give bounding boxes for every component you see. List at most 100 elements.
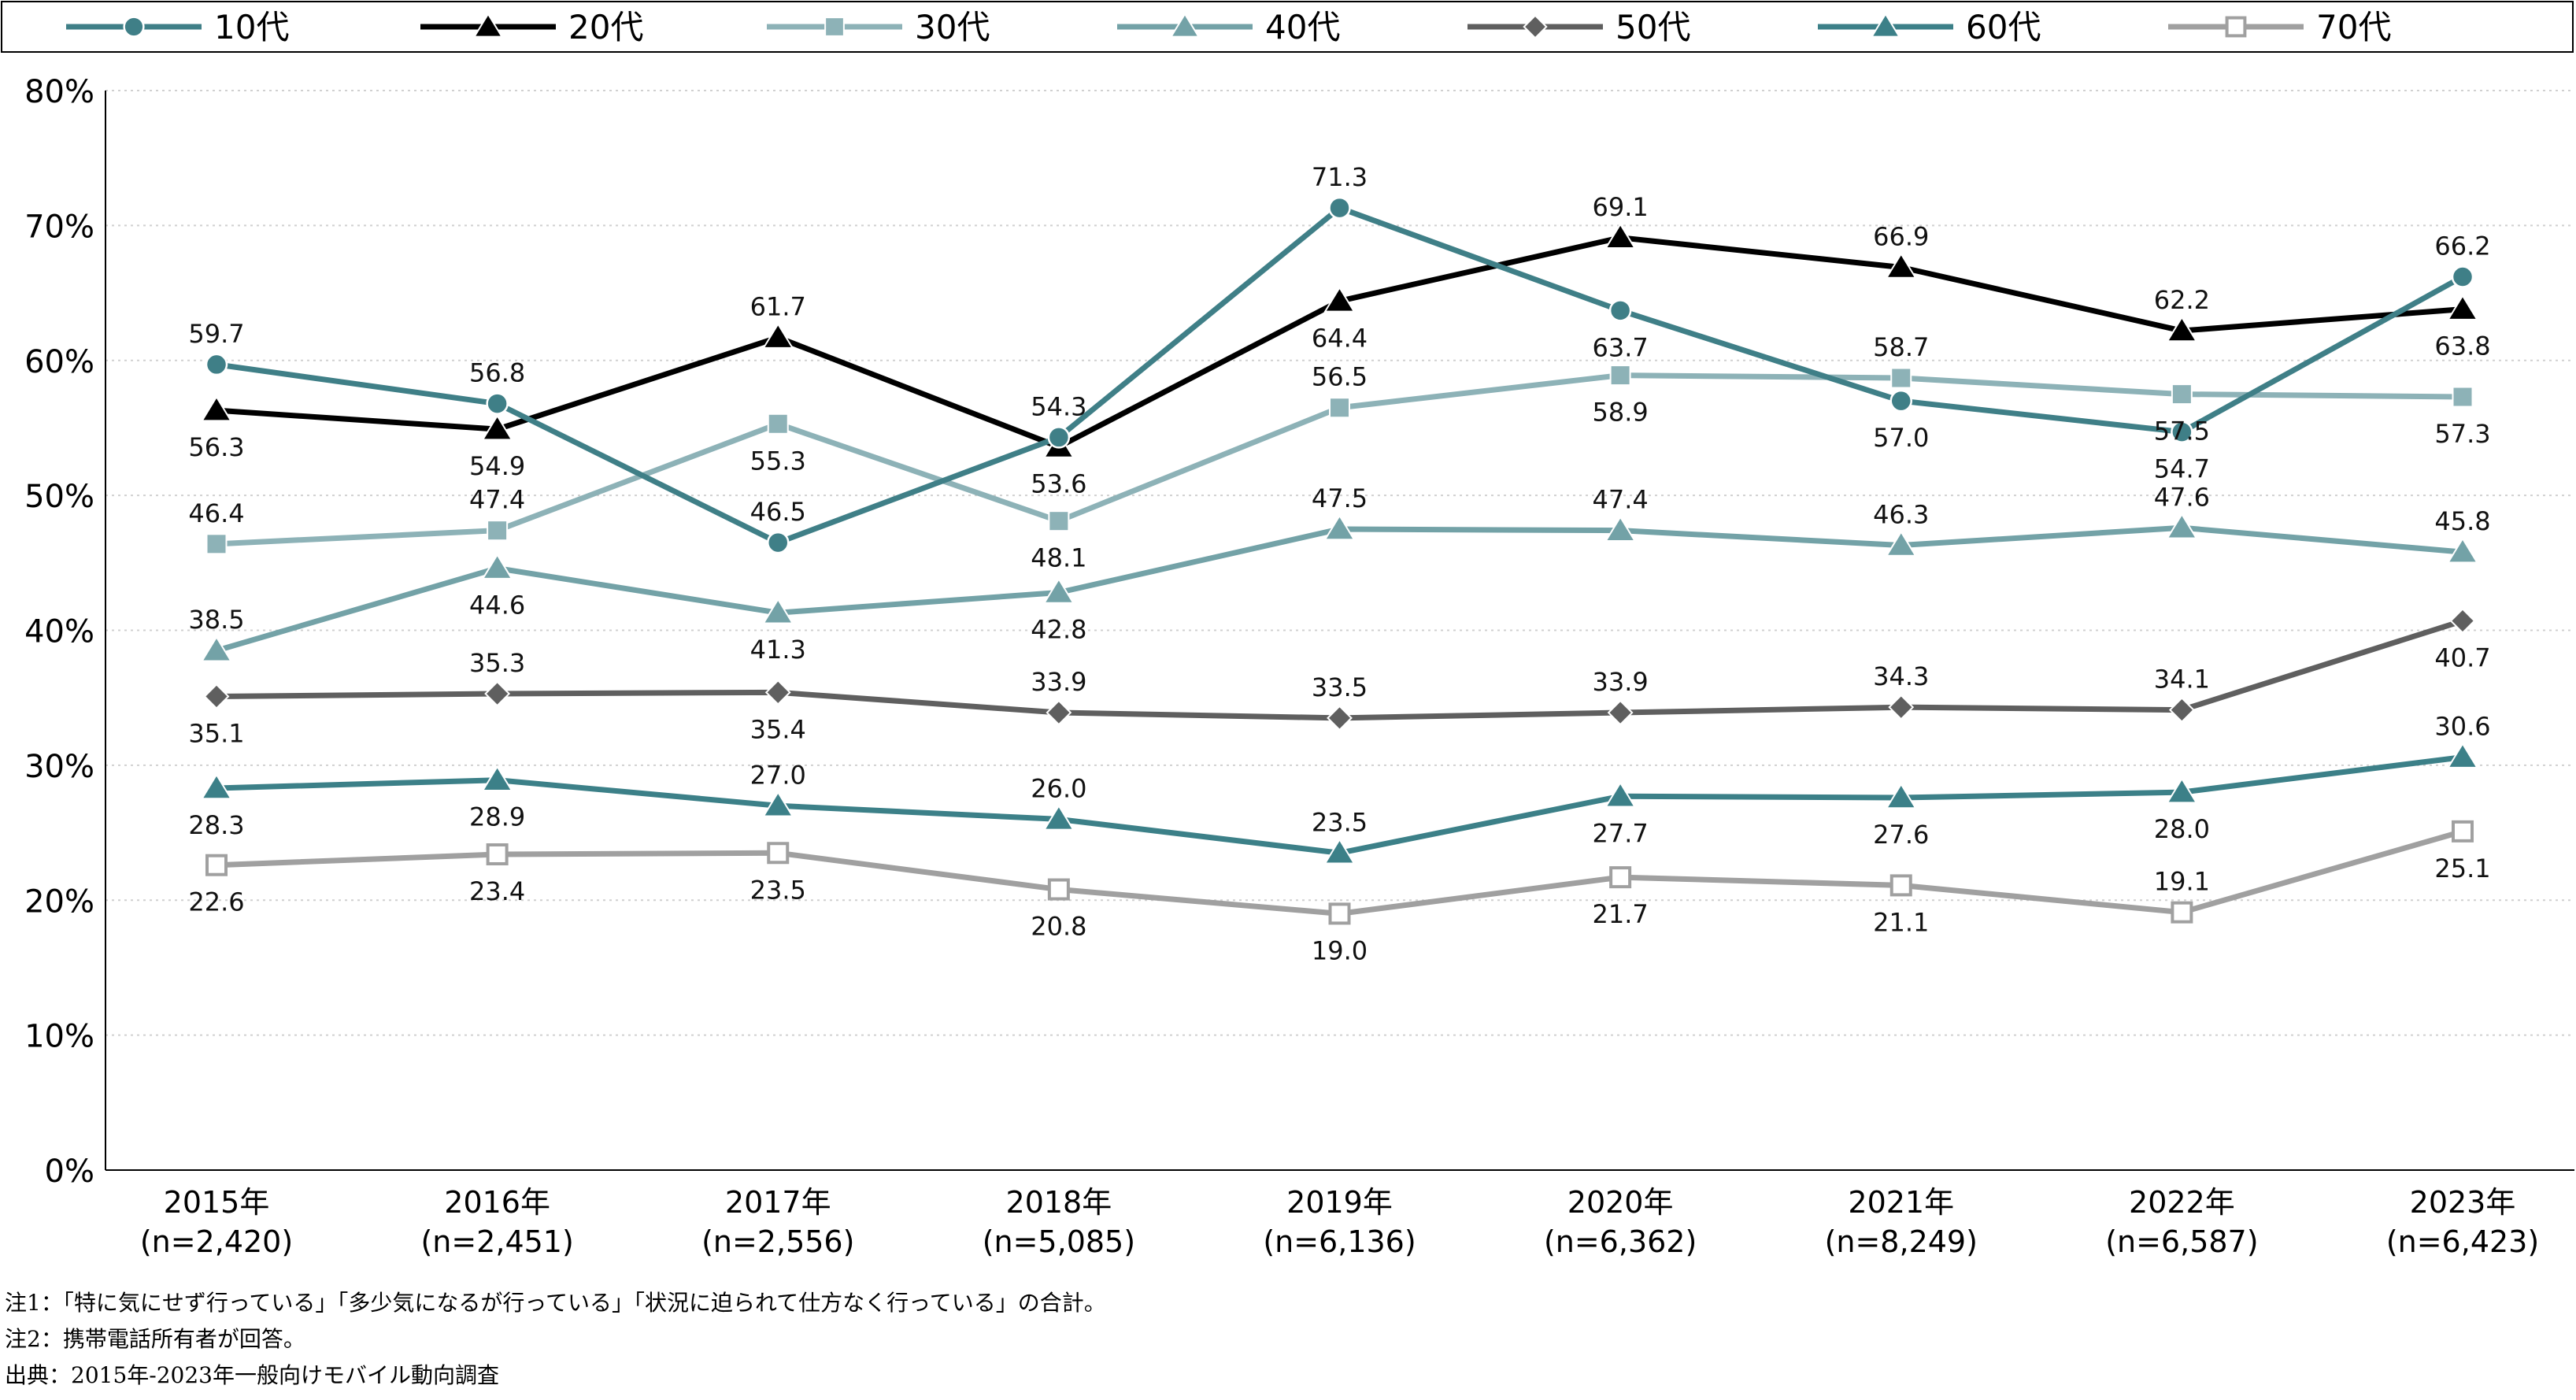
- data-label: 25.1: [2434, 854, 2490, 883]
- data-label: 19.0: [1312, 935, 1368, 965]
- y-tick-label: 40%: [24, 614, 94, 650]
- y-tick-label: 80%: [24, 74, 94, 110]
- marker: [1870, 12, 1901, 38]
- data-label: 47.5: [1312, 483, 1368, 513]
- legend-label: 40代: [1265, 8, 1340, 46]
- marker: [2452, 386, 2474, 408]
- x-tick-sample-size: (n=5,085): [983, 1224, 1135, 1259]
- marker: [1323, 514, 1356, 541]
- series-30代: [205, 365, 2474, 555]
- legend-label: 60代: [1966, 8, 2041, 46]
- marker: [1042, 804, 1075, 831]
- y-tick-label: 60%: [24, 344, 94, 380]
- series-70代: [205, 820, 2474, 925]
- gridlines: [105, 90, 2574, 1171]
- data-label: 47.6: [2154, 482, 2210, 512]
- data-label: 30.6: [2434, 712, 2490, 742]
- data-label: 27.6: [1873, 820, 1929, 850]
- x-tick-sample-size: (n=6,362): [1544, 1224, 1697, 1259]
- data-label: 26.0: [1031, 773, 1086, 803]
- marker: [205, 854, 228, 876]
- marker: [2168, 697, 2195, 724]
- marker: [1328, 196, 1351, 220]
- data-label: 62.2: [2154, 285, 2210, 315]
- y-tick-label: 50%: [24, 479, 94, 515]
- data-label: 64.4: [1312, 323, 1368, 353]
- y-tick-label: 0%: [45, 1154, 94, 1190]
- marker: [1323, 838, 1356, 865]
- data-label: 58.7: [1873, 332, 1929, 362]
- x-tick-sample-size: (n=6,587): [2105, 1224, 2258, 1259]
- x-tick-label: 2023年: [2410, 1185, 2516, 1220]
- marker: [762, 598, 794, 624]
- data-label: 57.3: [2434, 419, 2490, 449]
- marker: [2451, 265, 2474, 288]
- x-tick-sample-size: (n=6,423): [2386, 1224, 2539, 1259]
- marker: [205, 533, 228, 555]
- data-label: 57.0: [1873, 423, 1929, 453]
- marker: [487, 520, 509, 542]
- marker: [1885, 252, 1917, 279]
- series-20代: [200, 222, 2479, 458]
- series-40代: [200, 513, 2479, 662]
- marker: [2171, 901, 2193, 924]
- x-tick-label: 2016年: [444, 1185, 550, 1220]
- legend-label: 70代: [2316, 8, 2391, 46]
- legend-item: 30代: [767, 8, 990, 46]
- x-tick-label: 2021年: [1848, 1185, 1954, 1220]
- data-label: 54.9: [469, 451, 525, 481]
- x-tick-label: 2022年: [2129, 1185, 2235, 1220]
- x-tick-sample-size: (n=6,136): [1263, 1224, 1416, 1259]
- marker: [2446, 294, 2479, 320]
- data-label: 44.6: [469, 591, 525, 620]
- data-label: 42.8: [1031, 615, 1086, 645]
- legend-item: 60代: [1818, 8, 2041, 46]
- marker: [1604, 515, 1637, 542]
- marker: [762, 791, 794, 817]
- marker: [1890, 367, 1912, 389]
- legend-label: 30代: [915, 8, 990, 46]
- y-tick-label: 10%: [24, 1019, 94, 1055]
- marker: [2225, 16, 2247, 38]
- marker: [486, 392, 509, 415]
- data-label: 40.7: [2434, 643, 2490, 673]
- data-label: 27.7: [1593, 818, 1649, 848]
- y-axis: 0% 10% 20% 30% 40% 50% 60% 70% 80%: [24, 74, 94, 1190]
- data-label: 57.5: [2154, 417, 2210, 446]
- marker: [2446, 537, 2479, 564]
- x-tick-label: 2017年: [725, 1185, 831, 1220]
- legend-label: 50代: [1616, 8, 1690, 46]
- data-label: 54.7: [2154, 454, 2210, 484]
- data-labels: 59.7 56.8 46.5 54.3 71.3 63.7 57.0 54.7 66.2 56.3…: [188, 162, 2490, 965]
- line-chart: 10代 20代 30代 40代 50代 60代 70代 0% 10% 20% 30% 40% 50% 6…: [1, 1, 2574, 1259]
- marker: [1323, 286, 1356, 313]
- note-2: 注2：携帯電話所有者が回答。: [5, 1326, 305, 1352]
- marker: [767, 842, 790, 865]
- data-label: 56.8: [469, 358, 525, 388]
- x-tick-label: 2020年: [1567, 1185, 1674, 1220]
- note-1: 注1：「特に気にせず行っている」「多少気になるが行っている」「状況に迫られて仕方…: [5, 1290, 1106, 1316]
- data-label: 56.3: [188, 432, 244, 462]
- marker: [824, 17, 845, 37]
- marker: [1047, 426, 1071, 449]
- marker: [1048, 510, 1070, 532]
- marker: [1327, 705, 1353, 731]
- series-line: [216, 524, 2463, 654]
- data-label: 66.9: [1873, 222, 1929, 252]
- legend-label: 20代: [568, 8, 643, 46]
- data-label: 33.5: [1312, 672, 1368, 702]
- marker: [2452, 820, 2474, 843]
- y-tick-label: 70%: [24, 209, 94, 245]
- marker: [123, 16, 145, 38]
- series-50代: [203, 608, 2476, 731]
- marker: [203, 683, 230, 709]
- data-label: 47.4: [1593, 485, 1649, 515]
- data-label: 55.3: [750, 446, 806, 476]
- marker: [472, 12, 504, 38]
- data-label: 21.7: [1593, 899, 1649, 929]
- x-axis: 2015年 (n=2,420) 2016年 (n=2,451) 2017年 (n=2,55…: [140, 1185, 2539, 1259]
- marker: [1889, 389, 1912, 413]
- data-label: 28.3: [188, 810, 244, 840]
- data-label: 38.5: [188, 605, 244, 635]
- marker: [1885, 530, 1917, 557]
